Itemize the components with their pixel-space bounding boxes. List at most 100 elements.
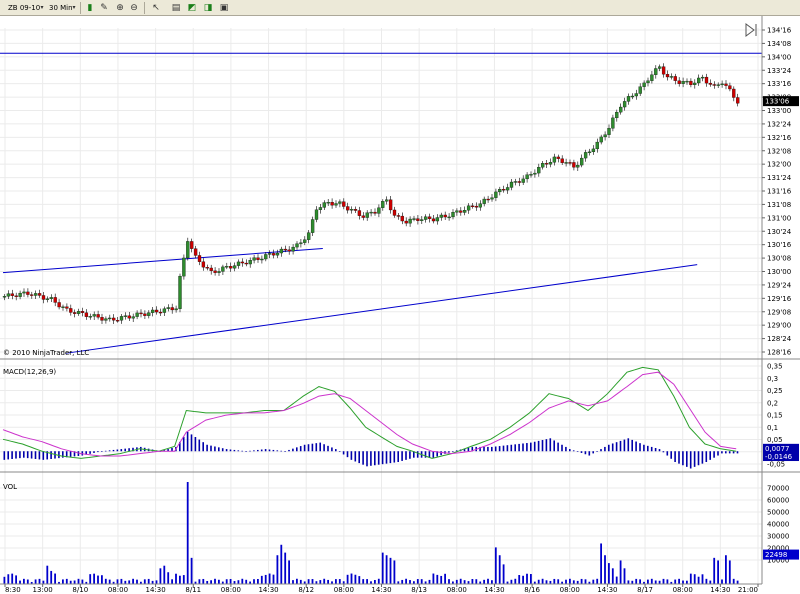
candle-down [708,82,713,85]
macd-histogram-bar [179,441,181,452]
candle-down [112,317,116,321]
volume-bar [194,581,197,584]
macd-histogram-bar [194,437,197,452]
candle-up [326,202,330,204]
macd-histogram-bar [693,451,696,467]
volume-bar [319,580,322,584]
volume-bar [163,565,166,584]
candle-up [611,117,615,129]
candle-up [166,307,170,309]
volume-panel [3,482,739,584]
price-tick-label: 131'16 [767,188,792,196]
interval-dropdown-icon[interactable]: ▾ [72,4,76,11]
volume-bar [502,564,505,584]
candle-up [322,202,326,208]
volume-bar [120,578,123,584]
macd-histogram-bar [303,444,306,452]
volume-tick-label: 60000 [767,497,789,505]
properties-icon[interactable]: ▤ [171,3,181,13]
candle-up [455,210,459,213]
macd-histogram-bar [619,440,622,452]
macd-histogram-bar [697,451,700,466]
cursor-icon[interactable]: ↖ [152,3,160,13]
volume-bar [413,581,415,584]
pencil-icon[interactable]: ✎ [100,3,108,13]
zoom-out-icon[interactable]: ⊖ [130,3,138,13]
candle-up [533,172,537,175]
volume-bar [58,581,60,584]
candle-down [392,209,397,216]
candle-down [470,205,475,207]
interval-selector[interactable]: 30 Min [49,4,73,12]
price-tick-label: 128'24 [767,335,792,343]
price-tick-label: 129'00 [767,322,791,330]
candle-down [14,295,18,297]
volume-bar [116,579,119,584]
candle-down [388,199,393,211]
candle-up [595,141,599,150]
macd-histogram-bar [557,442,559,452]
candle-down [443,214,447,218]
copyright-label: © 2010 NinjaTrader, LLC [3,349,89,357]
data-box-icon[interactable]: ▣ [219,3,229,13]
volume-bar [608,563,610,584]
price-tick-label: 130'24 [767,228,792,236]
macd-histogram-bar [600,449,602,452]
macd-histogram-bar [58,451,60,459]
macd-histogram-bar [541,440,544,452]
candle-up [135,312,139,317]
macd-histogram-bar [225,449,228,452]
macd-histogram-bar [448,451,450,453]
chart-area[interactable]: 134'16134'08134'00133'24133'16133'08133'… [0,16,800,594]
macd-histogram-bar [354,451,357,462]
volume-bar [643,581,645,584]
time-tick-label: 14:30 [597,586,617,594]
candle-up [634,93,638,97]
price-tick-label: 131'00 [767,214,791,222]
candle-up [131,316,135,319]
candle-down [30,294,34,296]
volume-bar [30,581,33,584]
volume-bar [19,580,21,584]
macd-histogram-bar [701,451,704,464]
candle-down [677,80,681,84]
macd-histogram-bar [631,439,633,452]
volume-bar [627,580,630,584]
volume-bar [229,578,232,584]
macd-histogram-bar [101,451,103,452]
candle-up [260,258,264,261]
volume-bar [510,579,513,584]
bars-icon[interactable]: ▮ [87,3,93,13]
scroll-to-end-button[interactable] [745,23,757,37]
candle-up [275,252,280,256]
macd-histogram-bar [335,449,337,452]
macd-histogram-bar [284,451,286,452]
zoom-in-icon[interactable]: ⊕ [116,3,124,13]
volume-bar [237,580,240,584]
strategies-icon[interactable]: ◨ [203,3,213,13]
macd-histogram-bar [689,451,692,469]
macd-histogram-bar [319,442,321,452]
volume-bar [498,555,501,584]
macd-histogram-bar [549,438,552,452]
indicators-icon[interactable]: ◩ [187,3,197,13]
macd-histogram-bar [7,451,9,460]
volume-bar [491,580,493,584]
volume-bar [81,579,84,584]
volume-bar [315,581,318,584]
candle-down [26,291,30,295]
candle-down [100,317,104,321]
time-tick-label: 08:00 [108,586,128,594]
macd-histogram-bar [214,446,216,452]
candle-down [342,201,346,207]
volume-bar [721,579,723,584]
macd-histogram-bar [260,449,263,452]
volume-bar [514,578,517,584]
candle-down [197,255,202,262]
instrument-selector[interactable]: ZB 09-10 [8,4,41,12]
volume-bar [210,580,212,584]
volume-bar [405,578,407,584]
macd-histogram-bar [483,446,485,452]
instrument-dropdown-icon[interactable]: ▾ [40,4,44,11]
macd-histogram-bar [229,449,232,452]
